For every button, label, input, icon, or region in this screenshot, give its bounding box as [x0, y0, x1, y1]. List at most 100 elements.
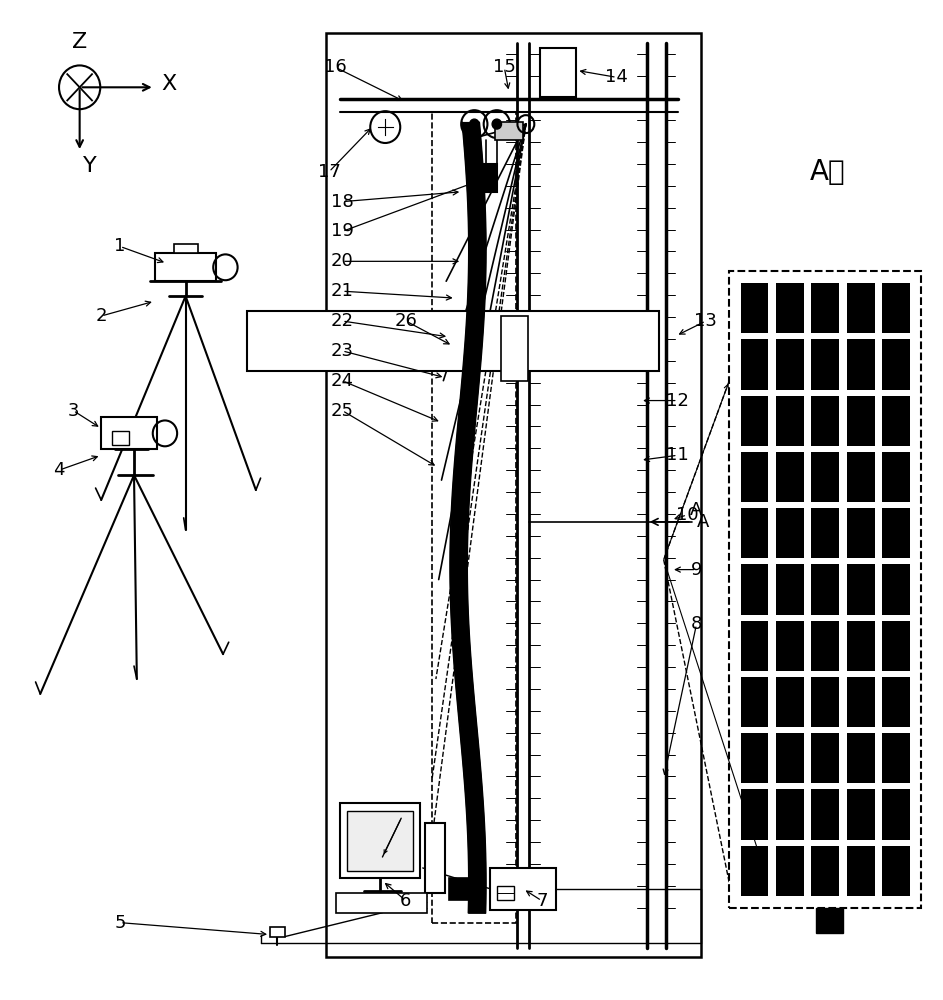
Bar — [174, 244, 198, 253]
Text: 14: 14 — [605, 68, 628, 86]
Bar — [811, 789, 839, 840]
Text: 1: 1 — [114, 237, 125, 255]
Text: 24: 24 — [331, 372, 354, 390]
Bar — [246, 311, 659, 371]
Circle shape — [470, 119, 479, 129]
Text: 6: 6 — [400, 892, 411, 910]
Bar — [776, 508, 804, 558]
Bar — [883, 452, 910, 502]
Bar — [424, 823, 445, 893]
Bar — [776, 564, 804, 615]
Bar — [740, 396, 769, 446]
Text: 12: 12 — [667, 392, 689, 410]
Text: Z: Z — [72, 32, 88, 52]
Bar — [847, 396, 875, 446]
Bar — [740, 789, 769, 840]
Bar — [883, 396, 910, 446]
Text: A向: A向 — [810, 158, 846, 186]
Bar — [811, 846, 839, 896]
Bar — [326, 33, 702, 957]
Bar — [540, 48, 575, 97]
Bar — [883, 564, 910, 615]
Bar — [740, 733, 769, 783]
Bar — [495, 122, 523, 140]
Bar — [883, 846, 910, 896]
Bar — [811, 452, 839, 502]
Bar — [497, 886, 514, 900]
Bar — [776, 733, 804, 783]
Text: Y: Y — [83, 156, 97, 176]
Text: 4: 4 — [53, 461, 65, 479]
Bar — [776, 846, 804, 896]
Bar — [847, 789, 875, 840]
Text: 19: 19 — [331, 223, 354, 240]
Bar — [729, 271, 921, 908]
Bar — [776, 621, 804, 671]
Bar — [776, 452, 804, 502]
Bar — [811, 283, 839, 333]
Text: 23: 23 — [331, 342, 354, 360]
Text: 17: 17 — [318, 163, 340, 181]
Bar — [883, 677, 910, 727]
Text: 9: 9 — [690, 561, 703, 579]
Bar — [847, 846, 875, 896]
Bar — [490, 868, 555, 910]
Bar — [776, 396, 804, 446]
Bar — [449, 878, 472, 900]
Text: 15: 15 — [493, 58, 516, 76]
Text: 2: 2 — [95, 307, 107, 325]
Text: 8: 8 — [691, 615, 703, 633]
Text: 13: 13 — [694, 312, 718, 330]
Text: 10: 10 — [676, 506, 699, 524]
Text: 3: 3 — [67, 401, 79, 420]
Bar — [847, 339, 875, 390]
Text: 21: 21 — [331, 282, 354, 300]
Bar — [847, 564, 875, 615]
Bar — [740, 283, 769, 333]
Bar — [155, 253, 216, 281]
Bar — [847, 508, 875, 558]
Bar — [112, 431, 129, 445]
Bar — [811, 677, 839, 727]
Bar — [740, 508, 769, 558]
Bar — [476, 164, 497, 192]
Bar — [502, 316, 528, 381]
Text: 18: 18 — [331, 193, 354, 211]
Bar — [847, 733, 875, 783]
Bar — [883, 339, 910, 390]
Text: 5: 5 — [114, 914, 125, 932]
Bar — [740, 677, 769, 727]
Bar — [336, 893, 427, 913]
Text: 20: 20 — [331, 252, 354, 270]
Bar — [740, 339, 769, 390]
Bar — [847, 677, 875, 727]
Bar — [270, 927, 285, 937]
Bar — [811, 396, 839, 446]
Text: 22: 22 — [331, 312, 354, 330]
Text: X: X — [161, 74, 176, 94]
Text: 11: 11 — [667, 446, 689, 464]
Bar — [883, 789, 910, 840]
Bar — [740, 452, 769, 502]
Bar — [740, 846, 769, 896]
Bar — [432, 112, 517, 923]
Bar — [740, 564, 769, 615]
Bar — [817, 908, 843, 933]
Bar — [776, 677, 804, 727]
Bar — [847, 452, 875, 502]
Bar — [811, 733, 839, 783]
Bar — [811, 339, 839, 390]
Bar — [101, 417, 157, 449]
Bar — [776, 789, 804, 840]
Circle shape — [492, 119, 502, 129]
Text: 7: 7 — [536, 892, 548, 910]
Bar — [883, 733, 910, 783]
Bar — [811, 564, 839, 615]
Bar — [883, 508, 910, 558]
Bar — [776, 283, 804, 333]
Text: 26: 26 — [394, 312, 418, 330]
Bar — [340, 803, 420, 878]
Bar — [811, 621, 839, 671]
Bar — [883, 283, 910, 333]
Text: 16: 16 — [324, 58, 347, 76]
